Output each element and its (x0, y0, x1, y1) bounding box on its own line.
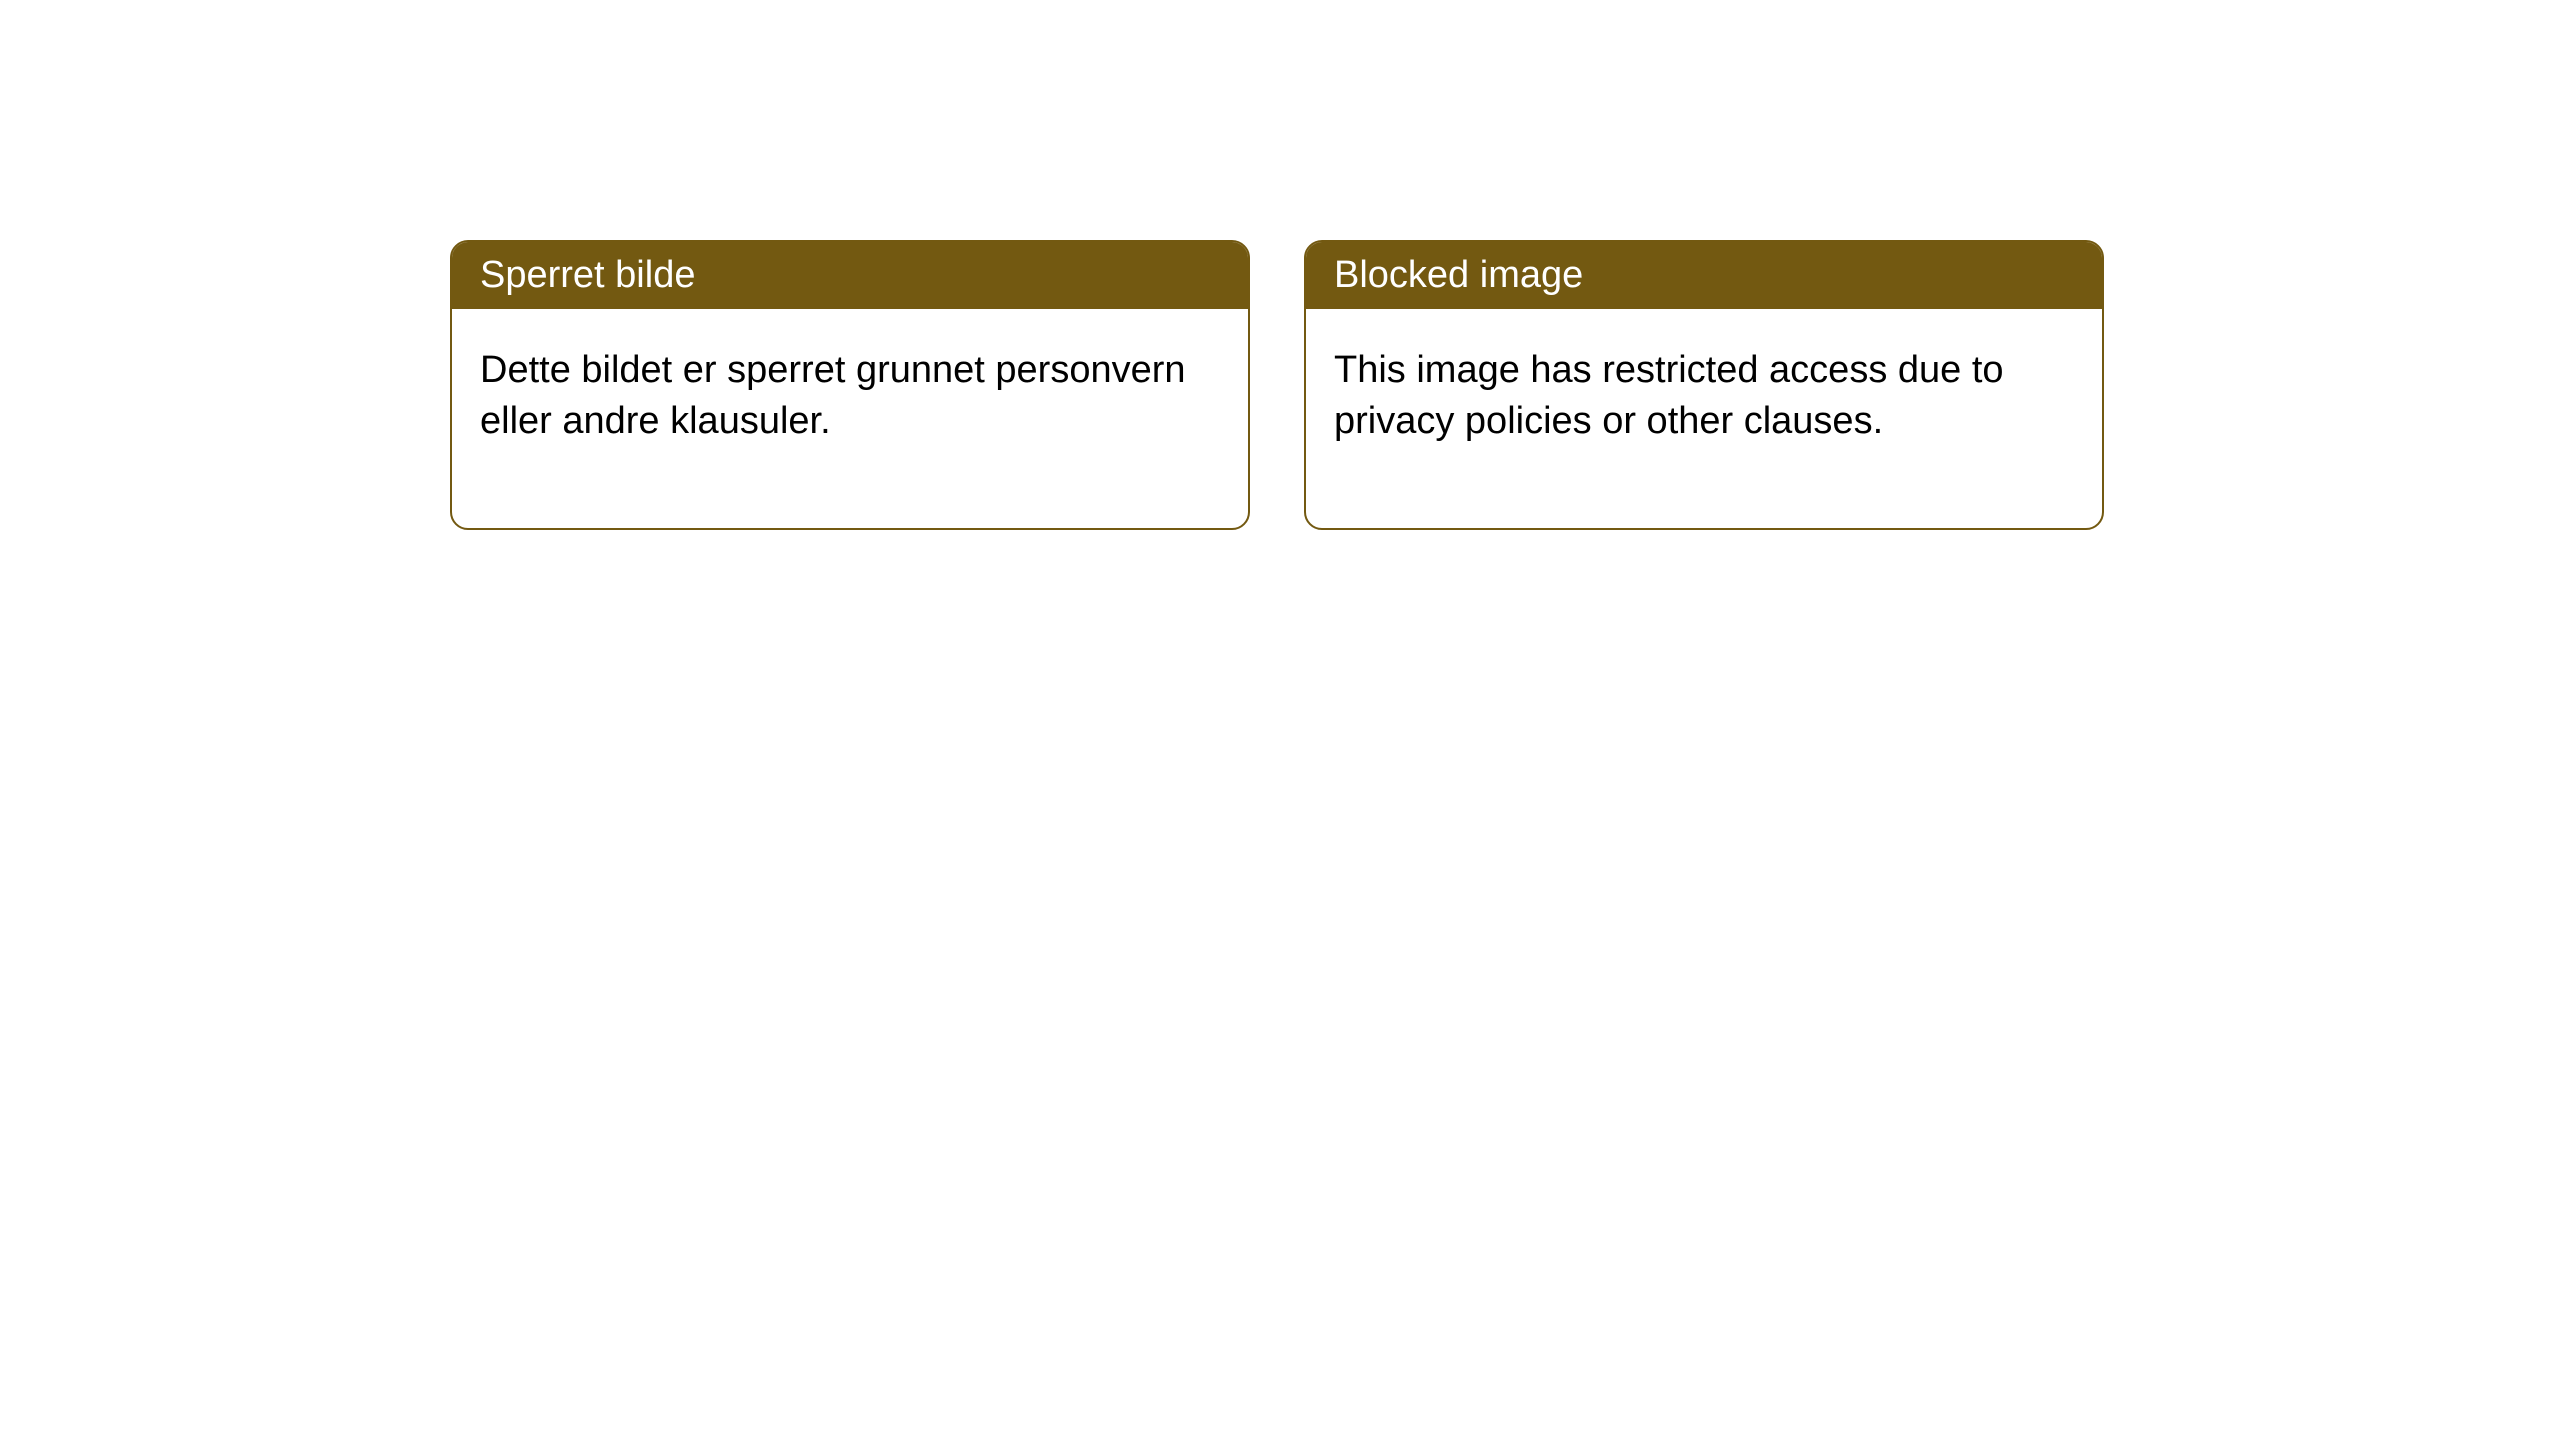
card-body-text: This image has restricted access due to … (1334, 349, 2004, 442)
card-title: Blocked image (1334, 254, 1583, 296)
card-header: Blocked image (1306, 242, 2102, 309)
card-title: Sperret bilde (480, 254, 695, 296)
card-body: This image has restricted access due to … (1306, 309, 2102, 528)
card-body: Dette bildet er sperret grunnet personve… (452, 309, 1248, 528)
notice-cards-container: Sperret bilde Dette bildet er sperret gr… (0, 0, 2560, 530)
card-body-text: Dette bildet er sperret grunnet personve… (480, 349, 1186, 442)
notice-card-english: Blocked image This image has restricted … (1304, 240, 2104, 530)
card-header: Sperret bilde (452, 242, 1248, 309)
notice-card-norwegian: Sperret bilde Dette bildet er sperret gr… (450, 240, 1250, 530)
